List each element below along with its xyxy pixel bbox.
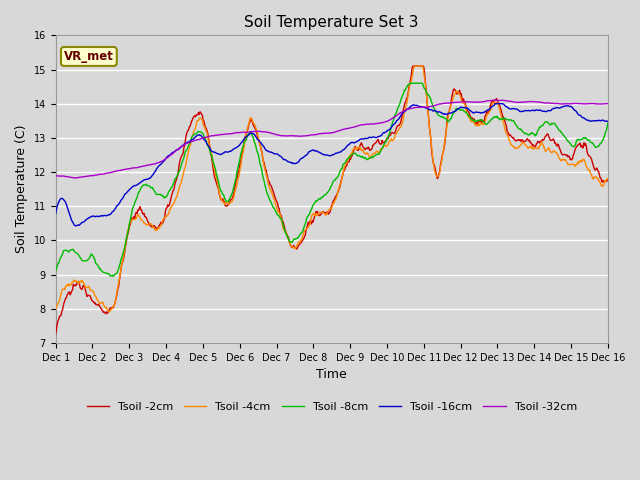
Title: Soil Temperature Set 3: Soil Temperature Set 3	[244, 15, 419, 30]
Tsoil -2cm	[175, 167, 182, 172]
Tsoil -32cm	[120, 167, 127, 172]
Tsoil -16cm	[416, 104, 424, 109]
Tsoil -2cm	[118, 260, 126, 266]
Tsoil -16cm	[604, 119, 612, 124]
Tsoil -16cm	[72, 223, 79, 229]
Tsoil -2cm	[409, 63, 417, 69]
Tsoil -16cm	[205, 143, 212, 148]
Tsoil -2cm	[52, 331, 60, 337]
Tsoil -2cm	[416, 63, 424, 69]
Tsoil -32cm	[604, 101, 612, 107]
Tsoil -16cm	[492, 101, 500, 107]
Tsoil -8cm	[406, 80, 414, 86]
Tsoil -16cm	[120, 194, 127, 200]
Tsoil -32cm	[416, 105, 424, 110]
Tsoil -2cm	[62, 296, 70, 301]
Tsoil -4cm	[410, 63, 418, 69]
Tsoil -2cm	[604, 176, 612, 182]
Tsoil -8cm	[52, 268, 60, 274]
Tsoil -4cm	[205, 139, 212, 144]
Line: Tsoil -8cm: Tsoil -8cm	[56, 83, 608, 276]
Tsoil -32cm	[400, 108, 408, 114]
Tsoil -8cm	[417, 80, 424, 86]
Tsoil -16cm	[175, 146, 183, 152]
Line: Tsoil -2cm: Tsoil -2cm	[56, 66, 608, 334]
Tsoil -4cm	[120, 255, 127, 261]
Tsoil -16cm	[62, 199, 70, 205]
Tsoil -8cm	[205, 144, 212, 150]
Tsoil -4cm	[52, 307, 60, 312]
Tsoil -8cm	[175, 168, 183, 174]
Tsoil -8cm	[400, 91, 408, 96]
Legend: Tsoil -2cm, Tsoil -4cm, Tsoil -8cm, Tsoil -16cm, Tsoil -32cm: Tsoil -2cm, Tsoil -4cm, Tsoil -8cm, Tsoi…	[82, 398, 581, 417]
Tsoil -4cm	[604, 176, 612, 181]
Tsoil -8cm	[120, 250, 127, 256]
Tsoil -4cm	[400, 114, 408, 120]
Line: Tsoil -16cm: Tsoil -16cm	[56, 104, 608, 226]
X-axis label: Time: Time	[316, 368, 347, 381]
Tsoil -32cm	[71, 175, 79, 181]
Tsoil -8cm	[604, 120, 612, 126]
Tsoil -4cm	[175, 185, 183, 191]
Tsoil -16cm	[400, 109, 408, 115]
Text: VR_met: VR_met	[64, 50, 114, 63]
Line: Tsoil -32cm: Tsoil -32cm	[56, 100, 608, 178]
Tsoil -32cm	[205, 134, 212, 140]
Tsoil -32cm	[175, 145, 183, 151]
Tsoil -4cm	[62, 283, 70, 289]
Y-axis label: Soil Temperature (C): Soil Temperature (C)	[15, 125, 28, 253]
Tsoil -4cm	[417, 63, 424, 69]
Tsoil -2cm	[204, 130, 212, 136]
Tsoil -16cm	[52, 211, 60, 216]
Tsoil -32cm	[492, 97, 500, 103]
Tsoil -2cm	[399, 110, 406, 116]
Tsoil -32cm	[62, 174, 70, 180]
Tsoil -8cm	[109, 274, 117, 279]
Tsoil -8cm	[62, 247, 70, 253]
Tsoil -32cm	[52, 173, 60, 179]
Tsoil -4cm	[106, 309, 113, 314]
Line: Tsoil -4cm: Tsoil -4cm	[56, 66, 608, 312]
